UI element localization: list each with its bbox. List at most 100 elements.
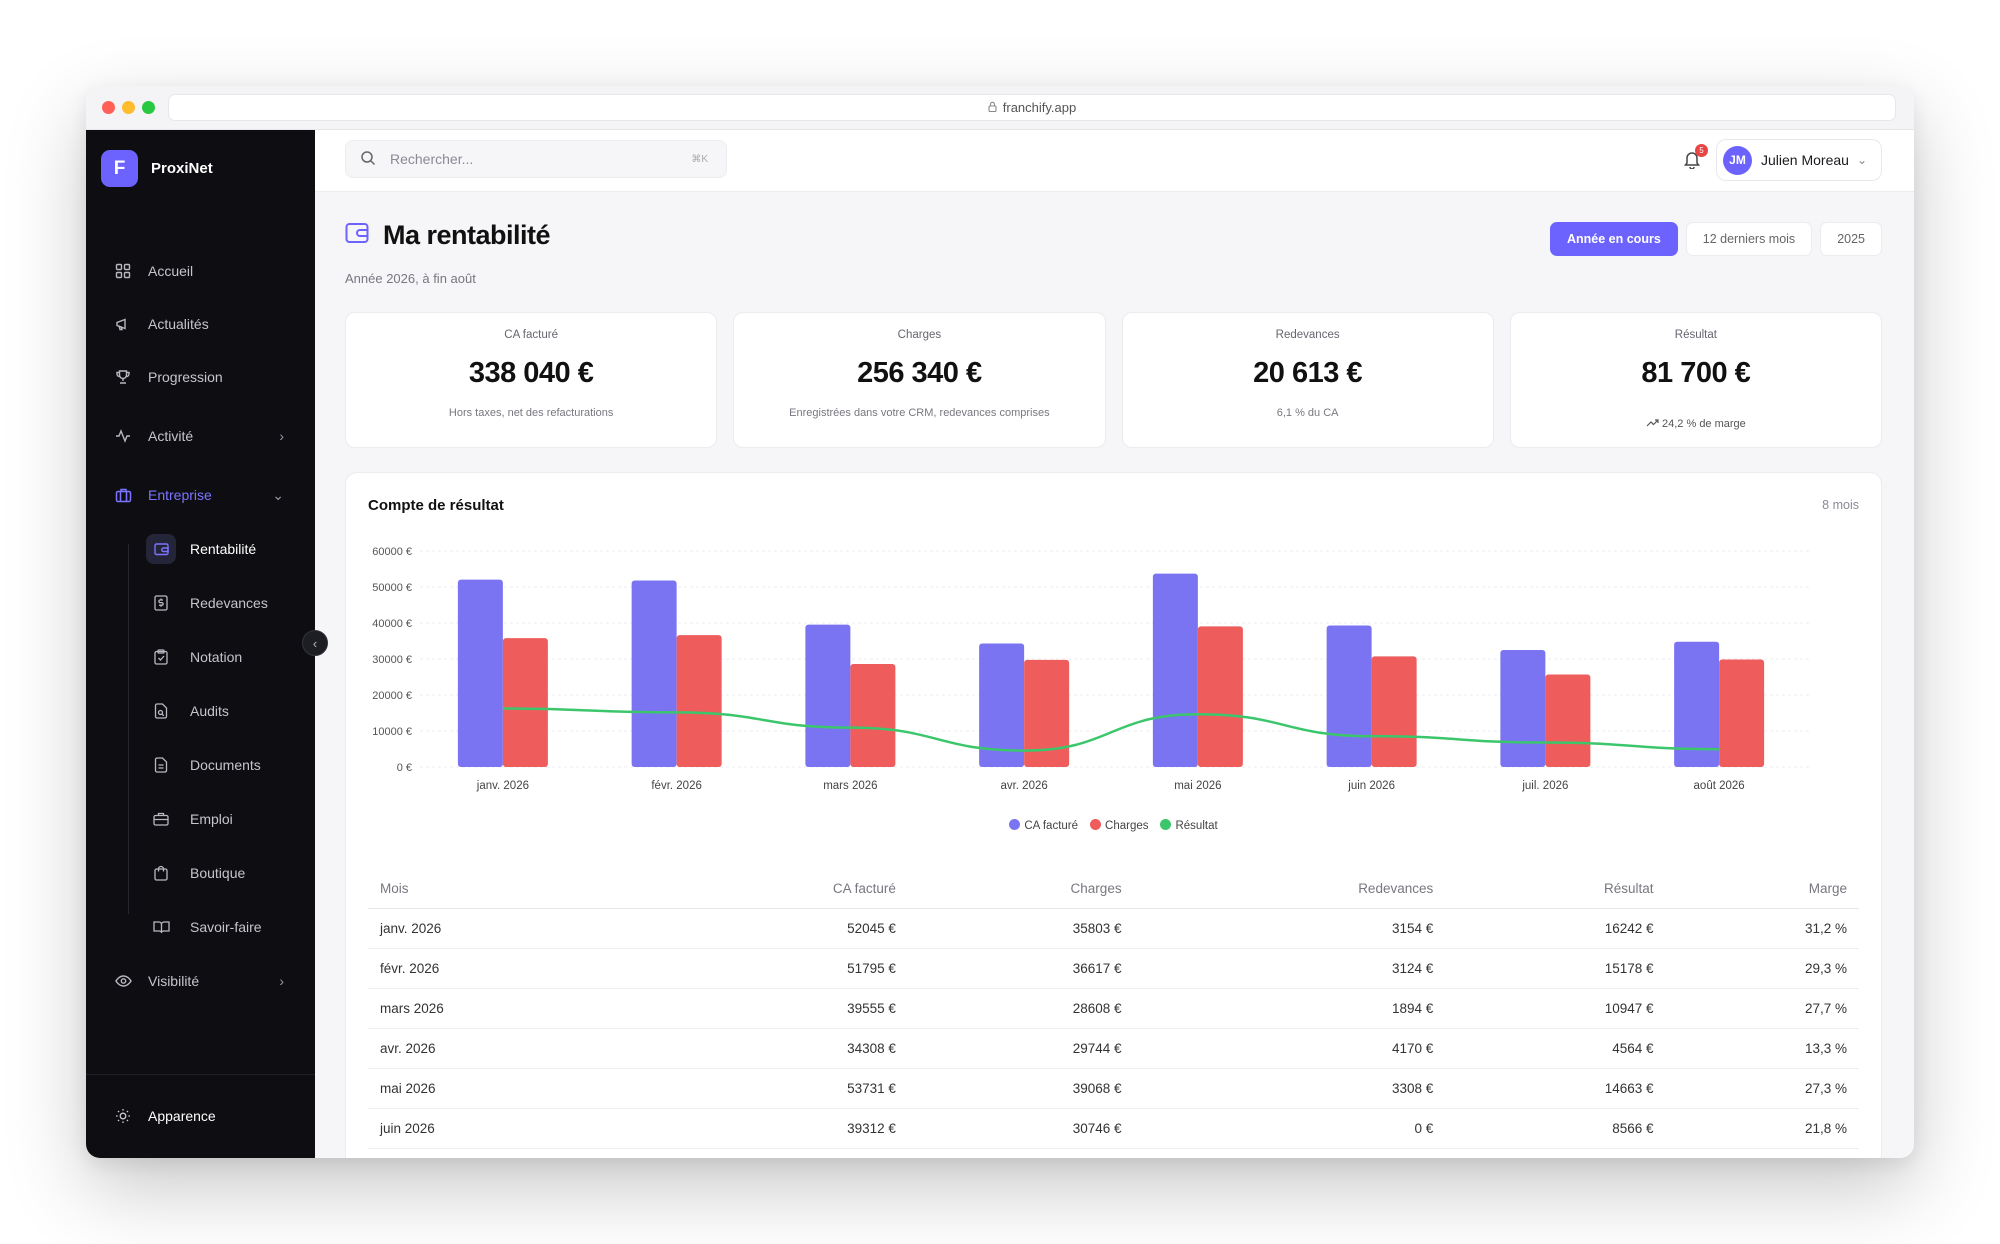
column-header[interactable]: Mois	[368, 869, 640, 909]
kpi-label: CA facturé	[504, 329, 558, 341]
sidebar-item-audits[interactable]: Audits	[140, 692, 300, 730]
book-open-icon	[146, 912, 176, 942]
wallet-icon	[146, 534, 176, 564]
minimize-window-button[interactable]	[122, 101, 135, 114]
period-2025-button[interactable]: 2025	[1820, 222, 1882, 256]
sidebar-item-label: Visibilité	[148, 973, 200, 989]
avatar: JM	[1723, 145, 1752, 175]
close-window-button[interactable]	[102, 101, 115, 114]
chevron-right-icon: ›	[279, 428, 284, 444]
column-header[interactable]: Charges	[907, 869, 1134, 909]
search-shortcut: ⌘K	[691, 153, 708, 165]
kpi-card-redevances: Redevances 20 613 € 6,1 % du CA	[1121, 312, 1494, 448]
sidebar-item-label: Emploi	[190, 811, 233, 827]
bar-charges	[1197, 626, 1243, 767]
sidebar-item-visibilite[interactable]: Visibilité ›	[100, 961, 300, 1001]
sidebar-item-label: Redevances	[190, 595, 268, 611]
table-cell: 29744 €	[907, 1028, 1134, 1069]
legend-swatch	[1009, 819, 1021, 830]
kpi-card-resultat: Résultat 81 700 € 24,2 % de marge	[1509, 312, 1882, 448]
income-table: Mois CA facturé Charges Redevances Résul…	[368, 869, 1859, 1149]
table-row[interactable]: févr. 2026 51795 €36617 €3124 €15178 €29,…	[368, 948, 1859, 989]
dollar-doc-icon	[146, 588, 176, 618]
maximize-window-button[interactable]	[142, 101, 155, 114]
sidebar-item-actualites[interactable]: Actualités	[100, 304, 300, 344]
kpi-note: Enregistrées dans votre CRM, redevances …	[789, 407, 1050, 419]
x-tick-label: juil. 2026	[1521, 780, 1568, 792]
sidebar-item-notation[interactable]: Notation	[140, 638, 300, 676]
kpi-note-text: 24,2 % de marge	[1662, 418, 1746, 430]
table-cell: 14663 €	[1445, 1068, 1666, 1109]
appearance-toggle[interactable]: Apparence	[100, 1096, 300, 1136]
trophy-icon	[114, 368, 132, 386]
legend-item-charges[interactable]: Charges	[1090, 819, 1148, 832]
bar-charges	[1545, 674, 1591, 767]
kpi-label: Charges	[897, 329, 942, 341]
user-menu[interactable]: JM Julien Moreau ⌄	[1716, 139, 1882, 181]
bar-ca	[1500, 650, 1546, 767]
x-tick-label: août 2026	[1694, 780, 1745, 792]
table-row[interactable]: avr. 2026 34308 €29744 €4170 €4564 €13,3 …	[368, 1028, 1859, 1069]
legend-label: Charges	[1105, 820, 1149, 832]
legend-item-ca[interactable]: CA facturé	[1009, 819, 1078, 832]
table-cell: 51795 €	[639, 948, 908, 989]
column-header[interactable]: Marge	[1665, 869, 1859, 909]
sidebar-item-label: Rentabilité	[190, 541, 257, 557]
brand-name: ProxiNet	[151, 160, 213, 177]
table-row[interactable]: mars 2026 39555 €28608 €1894 €10947 €27,7…	[368, 988, 1859, 1029]
table-row[interactable]: mai 2026 53731 €39068 €3308 €14663 €27,3 …	[368, 1068, 1859, 1109]
search-icon	[360, 150, 376, 169]
table-cell: 3154 €	[1133, 908, 1446, 949]
sidebar-item-progression[interactable]: Progression	[100, 357, 300, 397]
table-cell: 30746 €	[907, 1108, 1134, 1149]
app-window: franchify.app F ProxiNet Accueil Actuali…	[86, 86, 1914, 1158]
top-bar: Rechercher... ⌘K 5 JM Julien Moreau ⌄	[315, 130, 1914, 192]
chevron-down-icon: ⌄	[272, 486, 284, 503]
table-cell: 53731 €	[639, 1068, 908, 1109]
x-tick-label: mars 2026	[823, 780, 877, 792]
sidebar-item-entreprise[interactable]: Entreprise ⌄	[100, 475, 300, 515]
address-bar[interactable]: franchify.app	[168, 94, 1896, 121]
bar-ca	[457, 579, 503, 767]
y-tick-label: 40000 €	[372, 618, 412, 630]
trending-up-icon	[1646, 418, 1659, 430]
notification-count-badge: 5	[1695, 144, 1708, 157]
table-cell: mars 2026	[368, 988, 640, 1029]
y-tick-label: 20000 €	[372, 690, 412, 702]
sidebar-item-boutique[interactable]: Boutique	[140, 854, 300, 892]
card-title: Compte de résultat	[368, 497, 504, 514]
sidebar-item-rentabilite[interactable]: Rentabilité	[140, 530, 300, 568]
sidebar-item-savoir-faire[interactable]: Savoir-faire	[140, 908, 300, 946]
bar-ca	[631, 580, 677, 767]
sidebar-item-accueil[interactable]: Accueil	[100, 251, 300, 291]
notifications-button[interactable]: 5	[1683, 144, 1708, 170]
table-row[interactable]: juin 2026 39312 €30746 €0 €8566 €21,8 %	[368, 1108, 1859, 1149]
legend-label: Résultat	[1175, 820, 1218, 832]
legend-item-resultat[interactable]: Résultat	[1160, 819, 1218, 832]
period-current-year-button[interactable]: Année en cours	[1550, 222, 1678, 256]
sidebar-item-redevances[interactable]: Redevances	[140, 584, 300, 622]
sidebar-item-emploi[interactable]: Emploi	[140, 800, 300, 838]
table-cell: janv. 2026	[368, 908, 640, 949]
main-content: Rechercher... ⌘K 5 JM Julien Moreau ⌄ Ma…	[315, 130, 1914, 1158]
table-cell: 10947 €	[1445, 988, 1666, 1029]
table-cell: 4170 €	[1133, 1028, 1446, 1069]
sidebar-item-activite[interactable]: Activité ›	[100, 416, 300, 456]
search-input[interactable]: Rechercher... ⌘K	[345, 140, 727, 178]
bar-ca	[979, 643, 1025, 767]
sidebar-item-label: Activité	[148, 428, 194, 444]
collapse-sidebar-button[interactable]: ‹	[302, 630, 328, 656]
table-cell: févr. 2026	[368, 948, 640, 989]
column-header[interactable]: Redevances	[1133, 869, 1446, 909]
period-last-12-months-button[interactable]: 12 derniers mois	[1685, 222, 1813, 256]
table-cell: mai 2026	[368, 1068, 640, 1109]
sidebar-item-documents[interactable]: Documents	[140, 746, 300, 784]
table-row[interactable]: janv. 2026 52045 €35803 €3154 €16242 €31,…	[368, 908, 1859, 949]
y-tick-label: 30000 €	[372, 654, 412, 666]
sidebar-footer: Apparence	[86, 1074, 315, 1158]
wallet-icon	[345, 222, 369, 249]
column-header[interactable]: CA facturé	[639, 869, 908, 909]
table-cell: 21,8 %	[1665, 1108, 1859, 1149]
column-header[interactable]: Résultat	[1445, 869, 1666, 909]
brand[interactable]: F ProxiNet	[101, 150, 213, 187]
